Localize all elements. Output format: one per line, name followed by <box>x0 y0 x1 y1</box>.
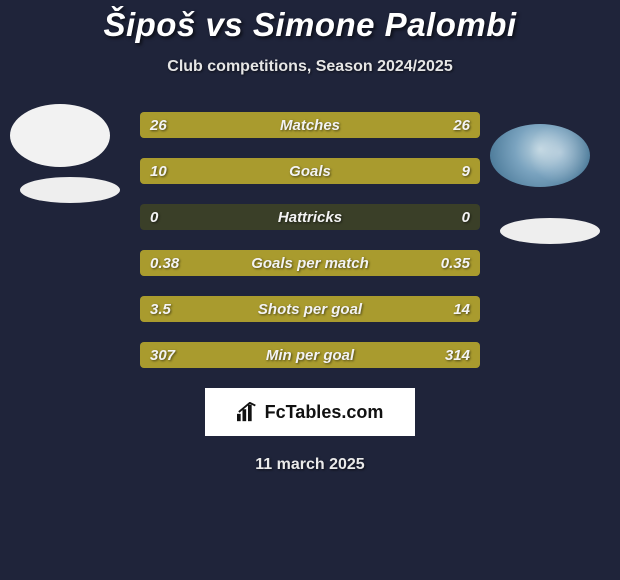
stat-value-right: 0.35 <box>410 255 470 272</box>
stat-row: 3.5Shots per goal14 <box>140 296 480 322</box>
stat-row: 0.38Goals per match0.35 <box>140 250 480 276</box>
stat-value-right: 14 <box>410 301 470 318</box>
stat-value-right: 26 <box>410 117 470 134</box>
source-logo: FcTables.com <box>205 388 415 436</box>
stat-row: 10Goals9 <box>140 158 480 184</box>
comparison-card: Šipoš vs Simone Palombi Club competition… <box>0 0 620 580</box>
player-left-avatar-shadow <box>20 177 120 203</box>
stat-value-right: 0 <box>410 209 470 226</box>
stat-value-right: 9 <box>410 163 470 180</box>
stat-row: 0Hattricks0 <box>140 204 480 230</box>
stat-value-right: 314 <box>410 347 470 364</box>
stat-row: 26Matches26 <box>140 112 480 138</box>
player-right-avatar <box>490 124 590 187</box>
stat-row: 307Min per goal314 <box>140 342 480 368</box>
stats-list: 26Matches26 10Goals9 0Hattricks0 0.38Goals … <box>140 112 480 368</box>
fctables-icon <box>237 402 259 422</box>
player-left-avatar <box>10 104 110 167</box>
player-right-avatar-shadow <box>500 218 600 244</box>
source-logo-text: FcTables.com <box>265 402 384 423</box>
subtitle: Club competitions, Season 2024/2025 <box>0 58 620 76</box>
page-title: Šipoš vs Simone Palombi <box>0 6 620 44</box>
date-label: 11 march 2025 <box>0 456 620 474</box>
